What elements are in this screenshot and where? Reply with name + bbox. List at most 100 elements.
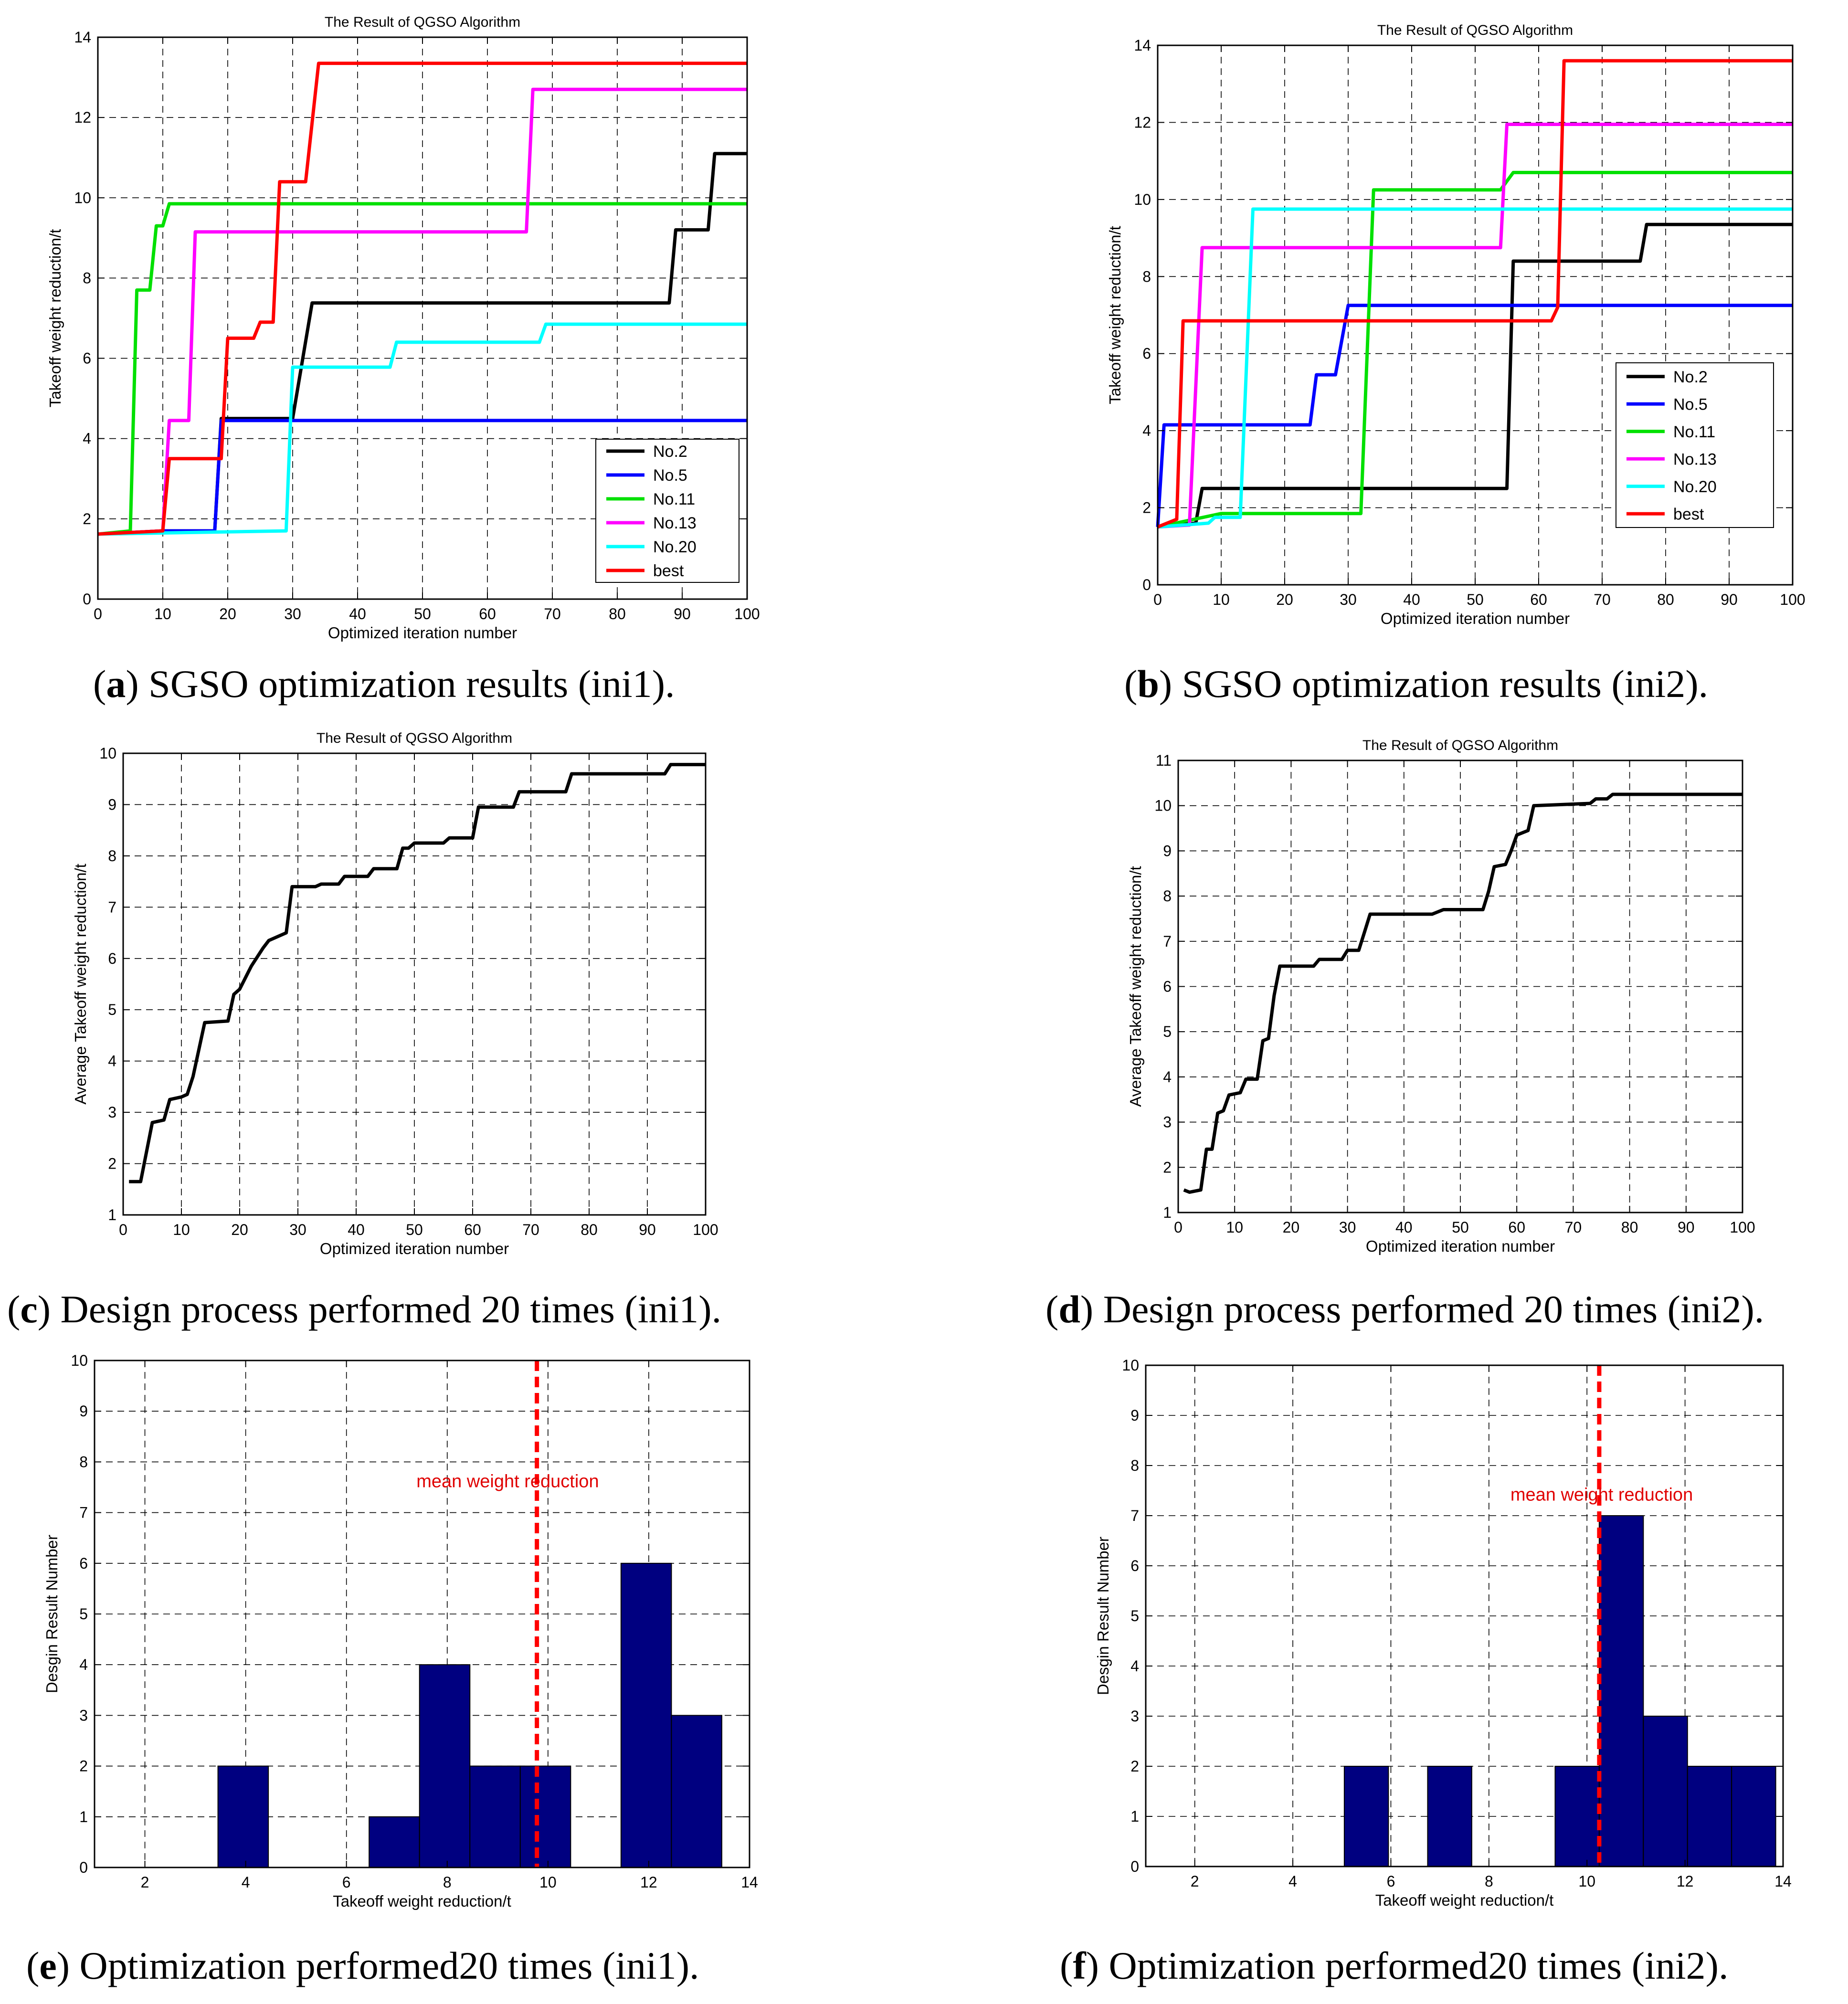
y-tick-label: 12: [74, 109, 91, 126]
x-tick-label: 10: [1578, 1873, 1595, 1890]
caption-label: a: [106, 662, 126, 706]
y-tick-label: 4: [108, 1053, 116, 1070]
histogram-bar: [1343, 1766, 1389, 1867]
x-tick-label: 4: [1288, 1873, 1297, 1890]
caption-label: c: [20, 1287, 37, 1331]
y-tick-label: 9: [1130, 1407, 1139, 1424]
figure-caption: (c) Design process performed 20 times (i…: [7, 1287, 721, 1331]
x-tick-label: 90: [639, 1221, 656, 1238]
x-tick-label: 90: [1678, 1219, 1695, 1236]
x-tick-label: 2: [1191, 1873, 1199, 1890]
chart-c: 0 10 20 30 40 50 60 70 80 90 100 1 2 3 4 5 6 7 8 9 10 The Res…: [7, 730, 721, 1331]
histogram-bar: [620, 1562, 672, 1868]
x-tick-label: 0: [94, 605, 102, 622]
y-tick-label: 2: [1142, 499, 1151, 517]
x-tick-label: 50: [1452, 1219, 1469, 1236]
y-tick-label: 2: [108, 1155, 116, 1172]
y-tick-label: 4: [83, 430, 91, 447]
y-tick-label: 5: [1130, 1607, 1139, 1624]
y-tick-label: 6: [1163, 978, 1172, 995]
caption-close-paren: ): [57, 1944, 70, 1987]
y-tick-label: 8: [1142, 268, 1151, 285]
histogram-bar: [1427, 1766, 1472, 1867]
x-tick-label: 10: [1226, 1219, 1243, 1236]
y-tick-label: 6: [83, 350, 91, 367]
y-tick-label: 1: [1163, 1204, 1172, 1221]
x-tick-label: 80: [581, 1221, 598, 1238]
figure-caption: (b) SGSO optimization results (ini2).: [1124, 662, 1708, 706]
x-tick-label: 60: [479, 605, 496, 622]
y-tick-label: 11: [1156, 752, 1172, 769]
legend-entry: No.20: [1673, 478, 1717, 496]
caption-close-paren: ): [38, 1287, 51, 1331]
y-tick-label: 5: [1163, 1023, 1172, 1040]
x-axis-label: Optimized iteration number: [328, 624, 517, 642]
y-tick-label: 0: [1142, 576, 1151, 593]
x-tick-label: 100: [1730, 1219, 1755, 1236]
chart-title: The Result of QGSO Algorithm: [325, 14, 520, 30]
x-tick-label: 100: [693, 1221, 718, 1238]
y-tick-label: 0: [79, 1859, 88, 1876]
legend-entry: No.13: [1673, 450, 1717, 468]
y-tick-label: 6: [1130, 1557, 1139, 1574]
series-line-best: [1157, 59, 1793, 529]
x-tick-label: 100: [1780, 591, 1805, 608]
caption-close-paren: ): [1086, 1944, 1099, 1987]
legend-box: [1616, 362, 1774, 528]
y-axis-label: Desgin Result Number: [43, 1535, 61, 1693]
caption-text: SGSO optimization results (ini2).: [1172, 662, 1708, 706]
y-tick-label: 10: [71, 1352, 88, 1369]
x-tick-label: 10: [539, 1874, 557, 1891]
legend-entry: best: [653, 562, 684, 580]
chart-b: 0 10 20 30 40 50 60 70 80 90 100 0 2 4 6 8 10 12 14 The Res…: [1106, 22, 1806, 706]
caption-label: b: [1137, 662, 1159, 706]
x-tick-label: 14: [1774, 1873, 1792, 1890]
grid: [98, 37, 747, 599]
legend-box: [595, 439, 739, 583]
x-tick-label: 60: [464, 1221, 481, 1238]
y-tick-label: 9: [79, 1403, 88, 1420]
x-axis-label: Takeoff weight reduction/t: [1375, 1891, 1554, 1909]
chart-title: The Result of QGSO Algorithm: [317, 730, 512, 746]
y-tick-label: 3: [1130, 1708, 1139, 1725]
histogram-bar: [1554, 1766, 1600, 1867]
caption-open-paren: (: [1045, 1287, 1058, 1331]
x-tick-label: 40: [1395, 1219, 1413, 1236]
figure-caption: (a) SGSO optimization results (ini1).: [93, 662, 675, 706]
y-tick-label: 10: [1122, 1357, 1139, 1374]
y-tick-label: 0: [1130, 1858, 1139, 1875]
y-tick-label: 2: [79, 1758, 88, 1775]
x-tick-label: 80: [1657, 591, 1674, 608]
y-tick-label: 10: [1134, 191, 1151, 208]
x-tick-label: 12: [1677, 1873, 1694, 1890]
x-tick-label: 20: [219, 605, 236, 622]
series-line-no-11: [1157, 170, 1793, 529]
y-tick-label: 6: [79, 1555, 88, 1572]
x-tick-label: 2: [141, 1874, 149, 1891]
y-tick-label: 7: [108, 898, 116, 916]
figure-caption: (f) Optimization performed20 times (ini2…: [1060, 1944, 1728, 1987]
y-tick-label: 7: [1163, 933, 1172, 950]
y-tick-label: 7: [1130, 1507, 1139, 1524]
caption-label: f: [1073, 1944, 1087, 1987]
histogram-bar: [671, 1715, 722, 1868]
x-tick-label: 80: [609, 605, 626, 622]
x-tick-label: 70: [1565, 1219, 1582, 1236]
x-axis-label: Optimized iteration number: [1366, 1237, 1555, 1255]
y-tick-label: 8: [83, 269, 91, 286]
y-tick-label: 9: [108, 796, 116, 813]
y-tick-label: 8: [1163, 887, 1172, 905]
x-tick-label: 10: [1213, 591, 1230, 608]
x-axis-label: Optimized iteration number: [320, 1240, 509, 1257]
chart-title: The Result of QGSO Algorithm: [1362, 738, 1558, 753]
caption-label: e: [39, 1944, 56, 1987]
y-tick-label: 5: [79, 1605, 88, 1623]
y-tick-label: 1: [108, 1206, 116, 1223]
histogram-bar: [1643, 1716, 1688, 1867]
x-tick-label: 40: [348, 1221, 365, 1238]
caption-open-paren: (: [26, 1944, 39, 1987]
x-tick-label: 50: [1467, 591, 1484, 608]
x-tick-label: 70: [522, 1221, 539, 1238]
series-line-best: [97, 62, 747, 536]
